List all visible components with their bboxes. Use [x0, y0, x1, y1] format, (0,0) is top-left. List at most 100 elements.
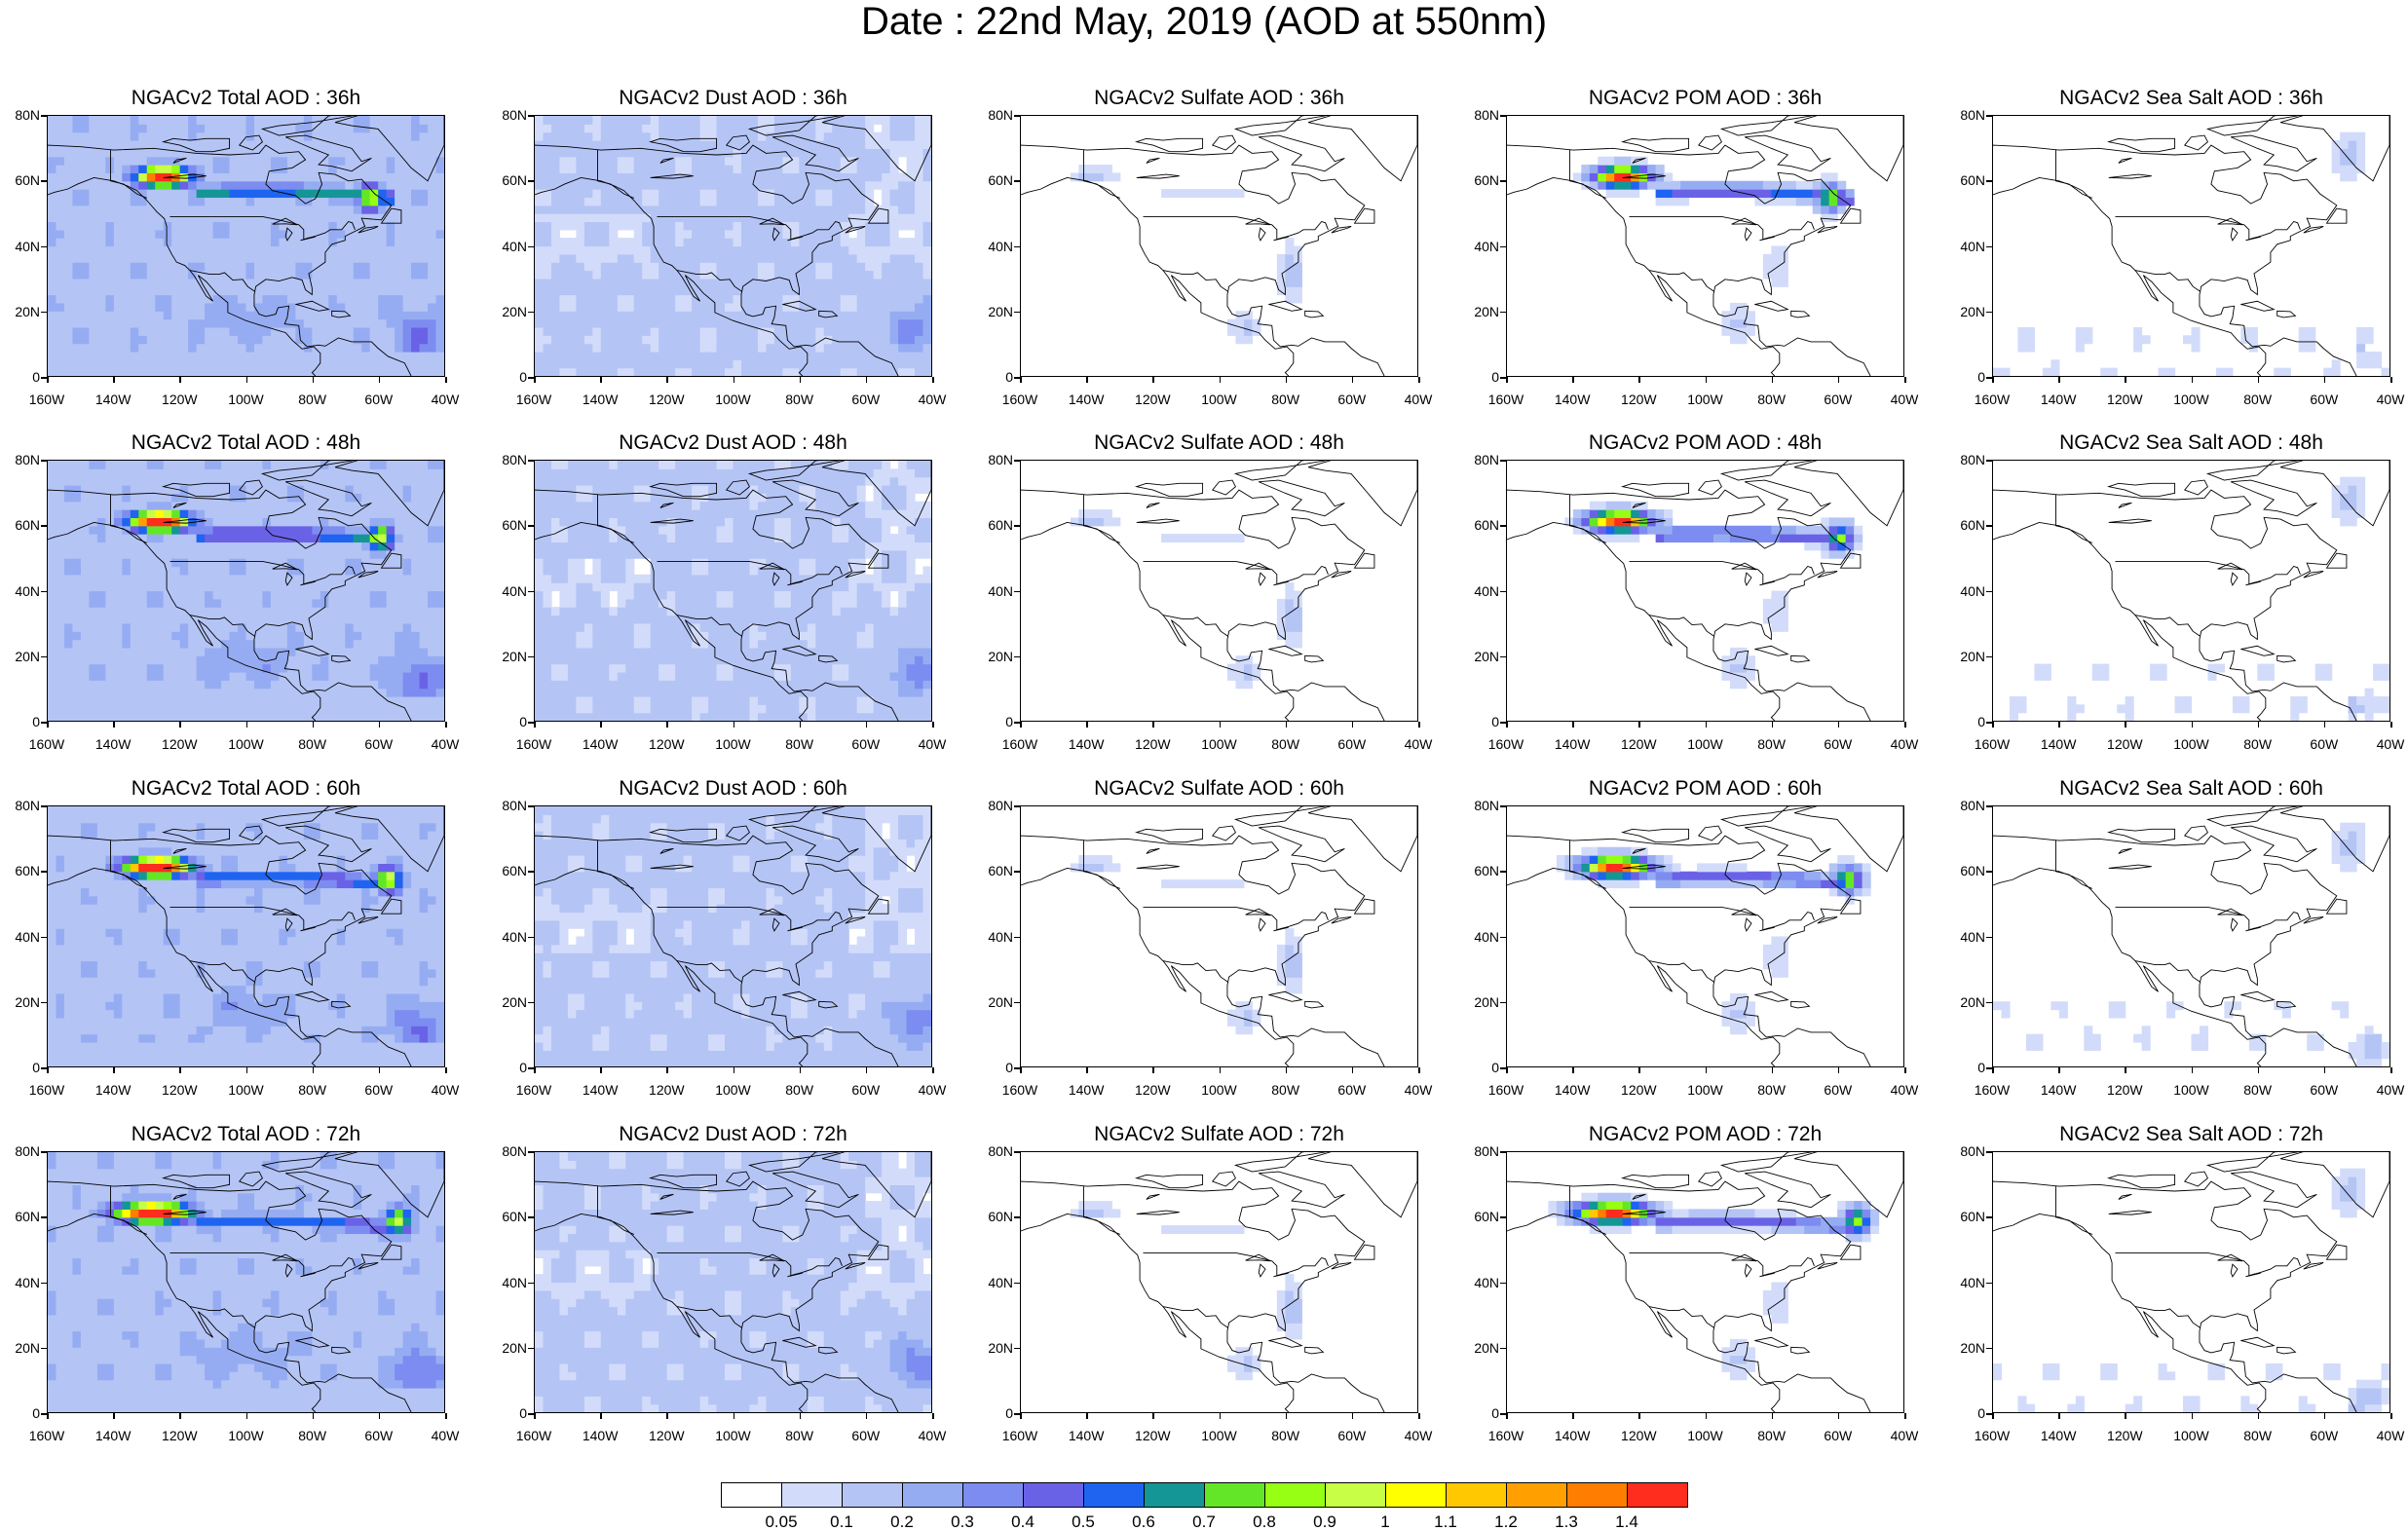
aod-cell — [922, 359, 931, 369]
aod-cell — [163, 180, 172, 190]
aod-cell — [435, 270, 444, 280]
aod-cell — [279, 598, 288, 608]
aod-cell — [345, 278, 355, 287]
aod-cell — [725, 156, 734, 166]
aod-cell — [807, 197, 816, 206]
aod-cell — [113, 566, 123, 576]
aod-cell — [96, 541, 106, 551]
aod-cell — [345, 335, 355, 345]
aod-cell — [303, 205, 313, 214]
aod-cell — [873, 148, 883, 158]
aod-cell — [270, 318, 281, 328]
aod-cell — [873, 359, 883, 369]
aod-cell — [395, 335, 404, 345]
aod-cell — [188, 343, 198, 353]
aod-cell — [303, 517, 313, 527]
aod-cell — [163, 238, 172, 247]
aod-cell — [122, 286, 132, 296]
aod-cell — [535, 205, 545, 214]
aod-cell — [48, 229, 57, 239]
aod-cell — [419, 318, 429, 328]
aod-cell — [279, 270, 288, 280]
aod-cell — [386, 180, 395, 190]
aod-cell — [188, 359, 198, 369]
aod-cell — [708, 238, 718, 247]
aod-cell — [840, 180, 849, 190]
aod-cell — [823, 180, 833, 190]
aod-cell — [1638, 165, 1648, 174]
aod-cell — [395, 124, 404, 133]
aod-cell — [369, 197, 379, 206]
aod-cell — [699, 262, 709, 272]
aod-cell — [221, 124, 231, 133]
aod-cell — [262, 229, 272, 239]
aod-cell — [229, 680, 239, 690]
aod-cell — [105, 549, 115, 559]
aod-cell — [56, 485, 65, 494]
aod-cell — [535, 180, 545, 190]
aod-cell — [353, 461, 362, 469]
x-tick-label: 100W — [1687, 392, 1723, 407]
aod-cell — [113, 343, 123, 353]
aod-cell — [188, 631, 198, 641]
aod-cell — [395, 695, 404, 705]
aod-cell — [96, 631, 106, 641]
aod-cell — [617, 165, 626, 174]
aod-cell — [435, 197, 444, 206]
aod-cell — [72, 615, 82, 624]
aod-cell — [196, 311, 206, 320]
aod-cell — [898, 278, 908, 287]
aod-cell — [163, 631, 172, 641]
island-outline — [2279, 116, 2389, 182]
aod-cell — [295, 647, 305, 656]
aod-cell — [609, 326, 619, 336]
aod-cell — [386, 335, 395, 345]
aod-cell — [2307, 326, 2316, 336]
aod-cell — [361, 116, 371, 125]
aod-cell — [179, 286, 189, 296]
aod-cell — [378, 148, 388, 158]
aod-cell — [270, 647, 281, 656]
aod-cell — [303, 229, 313, 239]
aod-cell — [395, 351, 404, 360]
aod-cell — [369, 148, 379, 158]
aod-cell — [378, 461, 388, 469]
aod-cell — [188, 468, 198, 478]
aod-cell — [96, 509, 106, 519]
aod-cell — [386, 253, 395, 263]
aod-cell — [179, 647, 189, 656]
aod-cell — [89, 245, 98, 255]
aod-cell — [567, 262, 577, 272]
aod-cell — [146, 461, 156, 469]
aod-cell — [113, 461, 123, 469]
aod-cell — [312, 582, 321, 592]
aod-cell — [386, 485, 395, 494]
aod-cell — [105, 639, 115, 649]
aod-cell — [2331, 156, 2341, 166]
aod-cell — [716, 148, 726, 158]
aod-cell — [320, 245, 329, 255]
aod-cell — [535, 131, 545, 141]
aod-cell — [378, 238, 388, 247]
aod-cell — [658, 367, 668, 376]
aod-cell — [402, 509, 412, 519]
aod-cell — [96, 695, 106, 705]
aod-cell — [708, 156, 718, 166]
aod-cell — [122, 663, 132, 673]
aod-cell — [179, 712, 189, 721]
aod-cell — [675, 262, 685, 272]
aod-cell — [823, 278, 833, 287]
aod-cell — [320, 607, 329, 616]
island-outline — [1839, 207, 1862, 224]
aod-cell — [733, 189, 742, 199]
aod-cell — [915, 116, 924, 125]
aod-cell — [48, 359, 57, 369]
aod-cell — [600, 245, 610, 255]
aod-cell — [320, 590, 329, 600]
aod-cell — [328, 476, 338, 486]
aod-cell — [221, 525, 231, 535]
aod-cell — [279, 318, 288, 328]
aod-cell — [105, 631, 115, 641]
aod-cell — [279, 461, 288, 469]
aod-cell — [2248, 335, 2258, 345]
